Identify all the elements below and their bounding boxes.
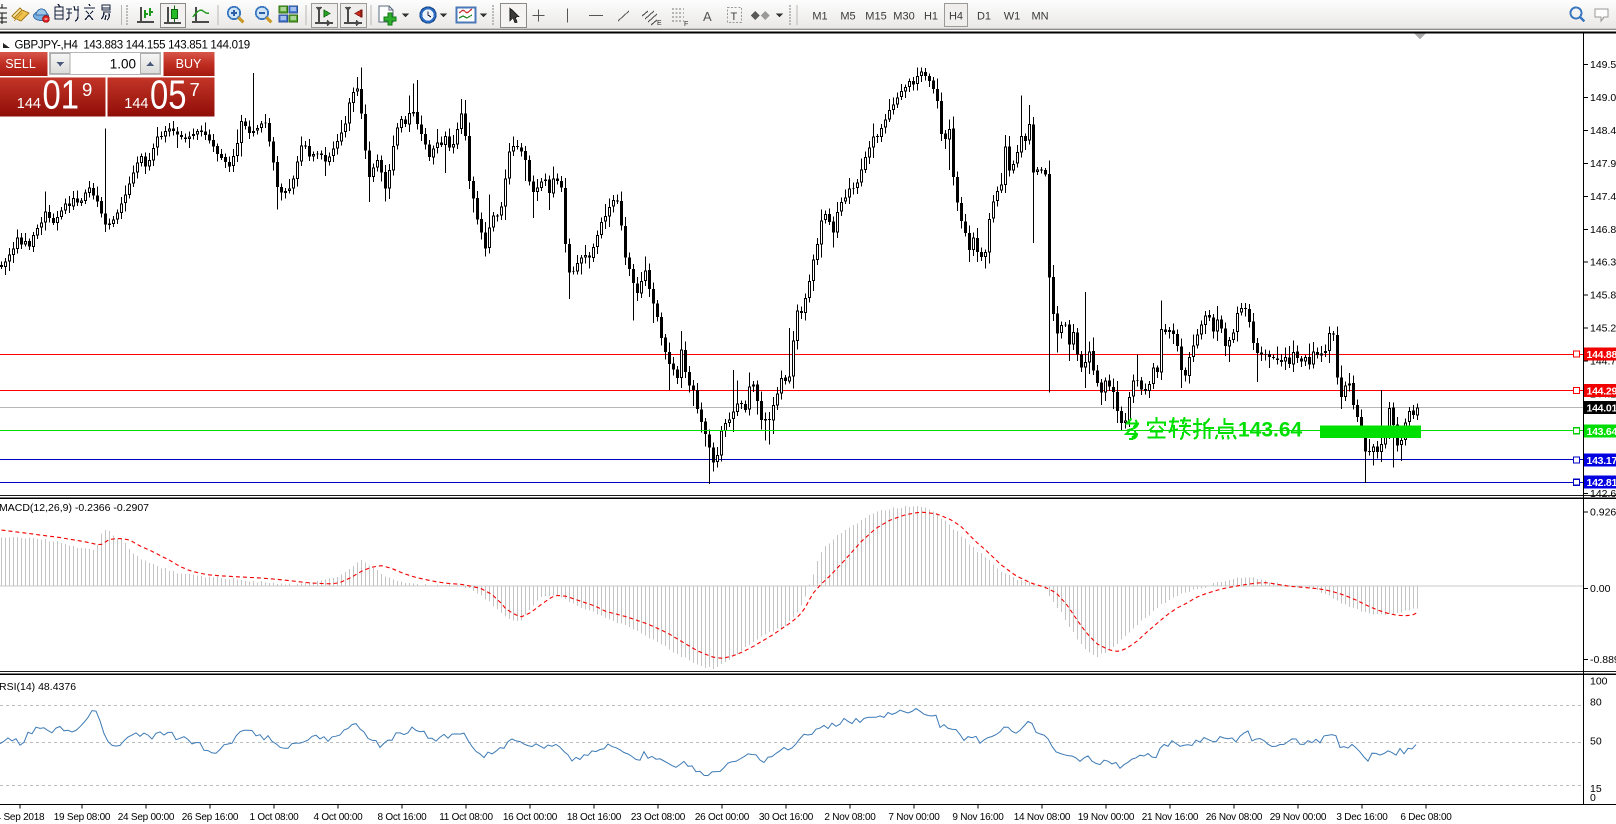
svg-text:01: 01 bbox=[43, 72, 80, 118]
svg-text:146.360: 146.360 bbox=[1590, 257, 1616, 269]
svg-text:05: 05 bbox=[150, 72, 187, 118]
svg-text:M1: M1 bbox=[812, 11, 827, 23]
svg-text:M5: M5 bbox=[840, 11, 855, 23]
svg-text:144.29: 144.29 bbox=[1587, 386, 1616, 398]
svg-text:149.546: 149.546 bbox=[1590, 59, 1616, 71]
svg-text:16 Oct 00:00: 16 Oct 00:00 bbox=[503, 812, 558, 823]
svg-text:144.01: 144.01 bbox=[1587, 402, 1616, 414]
svg-text:146.891: 146.891 bbox=[1590, 224, 1616, 236]
svg-text:143.17: 143.17 bbox=[1587, 455, 1616, 467]
svg-text:1.00: 1.00 bbox=[110, 57, 136, 72]
svg-text:E: E bbox=[657, 20, 662, 27]
svg-text:50: 50 bbox=[1590, 736, 1602, 748]
svg-text:2 Nov 08:00: 2 Nov 08:00 bbox=[824, 812, 876, 823]
svg-text:29 Nov 00:00: 29 Nov 00:00 bbox=[1270, 812, 1327, 823]
svg-text:MN: MN bbox=[1031, 11, 1048, 23]
svg-text:30 Oct 16:00: 30 Oct 16:00 bbox=[759, 812, 814, 823]
svg-text:147.422: 147.422 bbox=[1590, 191, 1616, 203]
svg-text:F: F bbox=[684, 21, 688, 28]
svg-text:26 Sep 16:00: 26 Sep 16:00 bbox=[182, 812, 239, 823]
svg-text:145.298: 145.298 bbox=[1590, 323, 1616, 335]
svg-text:GBPJPY-,H4 143.883 144.155 14: GBPJPY-,H4 143.883 144.155 143.851 144.0… bbox=[15, 40, 250, 52]
svg-text:7: 7 bbox=[190, 79, 200, 100]
svg-text:143.64: 143.64 bbox=[1238, 419, 1303, 442]
svg-text:144: 144 bbox=[124, 96, 148, 112]
svg-text:H4: H4 bbox=[949, 11, 963, 23]
svg-text:7 Nov 00:00: 7 Nov 00:00 bbox=[888, 812, 940, 823]
svg-text:9: 9 bbox=[82, 79, 92, 100]
svg-text:15: 15 bbox=[1590, 783, 1602, 795]
svg-text:D1: D1 bbox=[977, 11, 991, 23]
svg-text:144.88: 144.88 bbox=[1587, 349, 1616, 361]
svg-text:21 Nov 16:00: 21 Nov 16:00 bbox=[1142, 812, 1199, 823]
svg-text:11 Oct 08:00: 11 Oct 08:00 bbox=[439, 812, 493, 823]
svg-text:W1: W1 bbox=[1004, 11, 1021, 23]
svg-text:3 Dec 16:00: 3 Dec 16:00 bbox=[1336, 812, 1388, 823]
svg-text:0.9264: 0.9264 bbox=[1590, 507, 1616, 519]
svg-text:0.00: 0.00 bbox=[1590, 583, 1611, 595]
svg-text:145.829: 145.829 bbox=[1590, 290, 1616, 302]
svg-text:T: T bbox=[731, 11, 738, 23]
svg-text:144: 144 bbox=[17, 96, 41, 112]
svg-text:H1: H1 bbox=[924, 11, 938, 23]
svg-text:14 Nov 08:00: 14 Nov 08:00 bbox=[1014, 812, 1071, 823]
svg-text:M15: M15 bbox=[865, 11, 886, 23]
svg-text:SELL: SELL bbox=[5, 57, 36, 71]
svg-text:26 Oct 00:00: 26 Oct 00:00 bbox=[695, 812, 750, 823]
svg-text:149.015: 149.015 bbox=[1590, 92, 1616, 104]
svg-text:143.64: 143.64 bbox=[1587, 426, 1616, 438]
svg-text:142.81: 142.81 bbox=[1587, 477, 1616, 489]
svg-text:BUY: BUY bbox=[176, 57, 202, 71]
svg-text:18 Oct 16:00: 18 Oct 16:00 bbox=[567, 812, 622, 823]
svg-text:19 Sep 08:00: 19 Sep 08:00 bbox=[54, 812, 111, 823]
svg-text:M30: M30 bbox=[893, 11, 914, 23]
svg-text:8 Oct 16:00: 8 Oct 16:00 bbox=[378, 812, 428, 823]
svg-text:19 Nov 00:00: 19 Nov 00:00 bbox=[1078, 812, 1135, 823]
svg-text:4 Sep 2018: 4 Sep 2018 bbox=[0, 812, 45, 823]
svg-text:24 Sep 00:00: 24 Sep 00:00 bbox=[118, 812, 175, 823]
svg-text:148.484: 148.484 bbox=[1590, 125, 1616, 137]
svg-text:RSI(14) 48.4376: RSI(14) 48.4376 bbox=[0, 681, 76, 693]
svg-text:-0.8899: -0.8899 bbox=[1590, 654, 1616, 666]
svg-text:1 Oct 08:00: 1 Oct 08:00 bbox=[250, 812, 300, 823]
svg-text:147.953: 147.953 bbox=[1590, 158, 1616, 170]
svg-text:80: 80 bbox=[1590, 697, 1602, 709]
svg-text:MACD(12,26,9) -0.2366 -0.2907: MACD(12,26,9) -0.2366 -0.2907 bbox=[0, 502, 149, 514]
svg-text:4 Oct 00:00: 4 Oct 00:00 bbox=[314, 812, 364, 823]
svg-text:100: 100 bbox=[1590, 676, 1608, 688]
svg-text:9 Nov 16:00: 9 Nov 16:00 bbox=[952, 812, 1004, 823]
svg-text:142.625: 142.625 bbox=[1590, 488, 1616, 500]
svg-text:6 Dec 08:00: 6 Dec 08:00 bbox=[1400, 812, 1452, 823]
svg-text:A: A bbox=[703, 9, 712, 24]
svg-text:26 Nov 08:00: 26 Nov 08:00 bbox=[1206, 812, 1263, 823]
svg-text:23 Oct 08:00: 23 Oct 08:00 bbox=[631, 812, 686, 823]
svg-text:0: 0 bbox=[1590, 792, 1596, 804]
